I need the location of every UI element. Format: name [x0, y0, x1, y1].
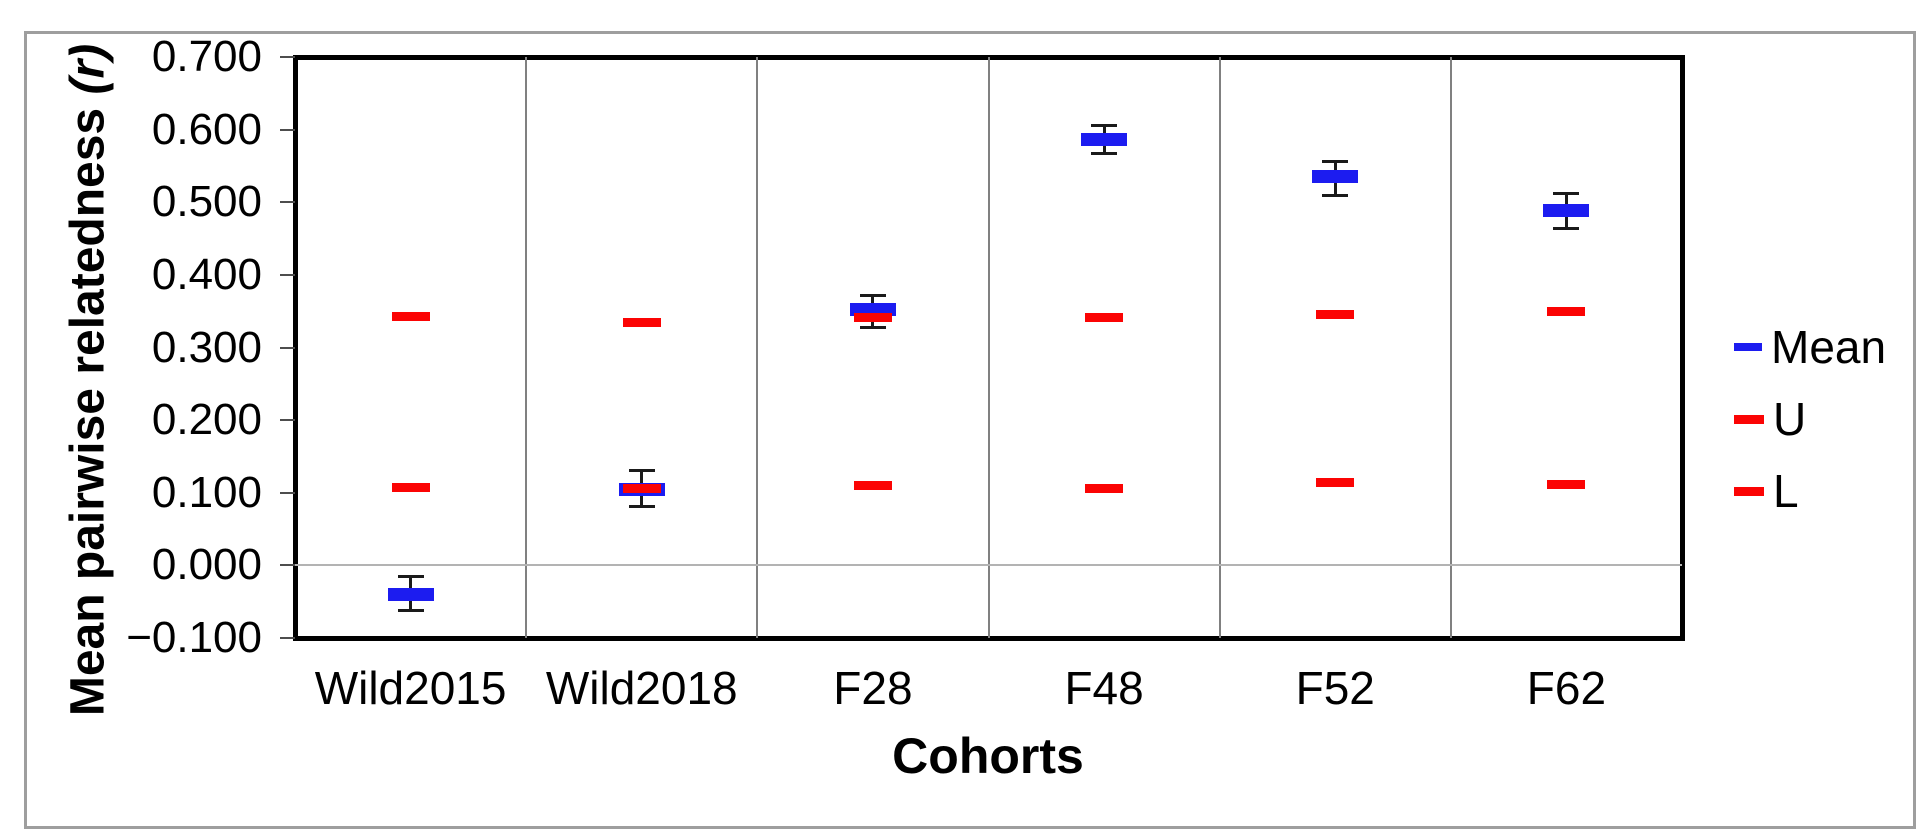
legend-label: U [1773, 393, 1807, 445]
legend-entry-mean: Mean [1734, 322, 1886, 372]
mean-marker [387, 587, 434, 601]
y-tick-label: 0.300 [151, 322, 262, 372]
x-tick-label: F48 [1064, 662, 1144, 714]
upper-ci-marker [853, 313, 892, 323]
error-bar-cap-bottom [628, 505, 655, 509]
y-tick-mark [280, 419, 295, 422]
y-tick-label: 0.600 [151, 104, 262, 154]
legend: Mean U L [1734, 322, 1886, 516]
column-divider [1218, 57, 1221, 638]
y-tick-label: −0.100 [126, 613, 262, 662]
error-bar-cap-bottom [859, 325, 886, 329]
y-tick-label: 0.000 [151, 540, 262, 590]
lower-ci-marker [622, 483, 661, 493]
error-bar-cap-bottom [1322, 193, 1349, 197]
error-bar-cap-top [1322, 159, 1349, 163]
error-bar-cap-bottom [1553, 227, 1580, 231]
upper-ci-marker [1085, 313, 1124, 323]
mean-legend-swatch [1734, 343, 1762, 351]
error-bar-cap-bottom [397, 609, 424, 613]
legend-label: L [1773, 465, 1799, 517]
column-divider [525, 57, 528, 638]
mean-marker [1312, 169, 1359, 183]
lower-ci-marker [1547, 480, 1586, 490]
column-divider [987, 57, 990, 638]
y-tick-mark [280, 273, 295, 276]
lower-ci-marker [853, 480, 892, 490]
legend-label: Mean [1771, 321, 1887, 373]
lower-ci-marker [391, 483, 430, 493]
y-tick-label: 0.200 [151, 395, 262, 445]
y-tick-label: 0.500 [151, 177, 262, 227]
ci-legend-swatch [1734, 414, 1764, 424]
error-bar-cap-top [628, 468, 655, 472]
error-bar-cap-top [397, 575, 424, 579]
lower-ci-marker [1085, 483, 1124, 493]
x-tick-label: F62 [1526, 662, 1607, 714]
y-tick-mark [280, 128, 295, 131]
mean-marker [1081, 133, 1128, 147]
error-bar-cap-top [1553, 191, 1580, 195]
mean-marker [849, 302, 896, 316]
x-tick-label: Wild2015 [314, 662, 507, 714]
mean-marker [1543, 204, 1590, 218]
y-tick-mark [280, 346, 295, 349]
y-tick-label: 0.700 [151, 32, 262, 81]
x-tick-label: F52 [1295, 662, 1375, 714]
ci-legend-swatch [1734, 486, 1764, 496]
error-bar-cap-bottom [1091, 152, 1118, 156]
column-divider [756, 57, 759, 638]
legend-entry-u: U [1734, 394, 1886, 444]
legend-entry-l: L [1734, 466, 1886, 516]
y-tick-mark [280, 201, 295, 204]
x-axis-title: Cohorts [892, 728, 1084, 784]
figure-border [24, 31, 1916, 829]
upper-ci-marker [1547, 307, 1586, 317]
column-divider [1449, 57, 1452, 638]
upper-ci-marker [622, 317, 661, 327]
lower-ci-marker [1316, 478, 1355, 488]
y-tick-mark [280, 564, 295, 567]
y-tick-mark [280, 56, 295, 58]
upper-ci-marker [1316, 310, 1355, 320]
zero-gridline [295, 564, 1682, 567]
y-tick-mark [280, 637, 295, 639]
y-tick-label: 0.100 [151, 467, 262, 517]
upper-ci-marker [391, 312, 430, 322]
error-bar-cap-top [859, 294, 886, 298]
x-tick-label: Wild2018 [545, 662, 738, 714]
y-tick-mark [280, 491, 295, 494]
x-tick-label: F28 [833, 662, 913, 714]
y-tick-label: 0.400 [151, 249, 262, 299]
error-bar-cap-top [1091, 124, 1118, 128]
